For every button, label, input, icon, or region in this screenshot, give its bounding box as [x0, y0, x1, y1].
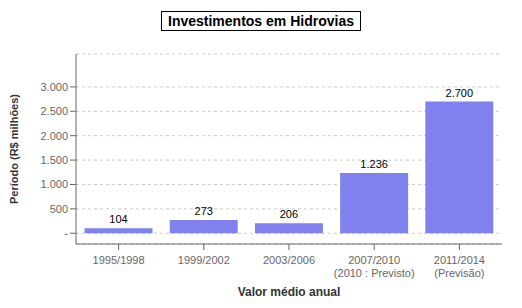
svg-text:1.236: 1.236 [360, 158, 388, 170]
svg-text:206: 206 [280, 208, 298, 220]
svg-text:2003/2006: 2003/2006 [263, 254, 315, 266]
svg-text:2.700: 2.700 [446, 87, 474, 99]
svg-text:1.000: 1.000 [40, 178, 68, 190]
svg-text:2.000: 2.000 [40, 130, 68, 142]
svg-text:1.500: 1.500 [40, 154, 68, 166]
svg-text:2011/2014(Previsão): 2011/2014(Previsão) [434, 254, 485, 279]
svg-text:500: 500 [50, 203, 68, 215]
svg-text:1995/1998: 1995/1998 [93, 254, 145, 266]
svg-text:2007/2010(2010 : Previsto): 2007/2010(2010 : Previsto) [334, 254, 415, 279]
svg-text:1999/2002: 1999/2002 [178, 254, 230, 266]
svg-text:273: 273 [195, 205, 213, 217]
html-text:Investimentos em Hidrovias: Investimentos em Hidrovias [168, 13, 354, 29]
svg-text:2.500: 2.500 [40, 105, 68, 117]
svg-text:Valor médio anual: Valor médio anual [238, 285, 341, 299]
svg-text:Período (R$ milhões): Período (R$ milhões) [8, 94, 20, 204]
svg-text:104: 104 [109, 213, 127, 225]
svg-text:3.000: 3.000 [40, 81, 68, 93]
svg-text:-: - [64, 227, 68, 239]
